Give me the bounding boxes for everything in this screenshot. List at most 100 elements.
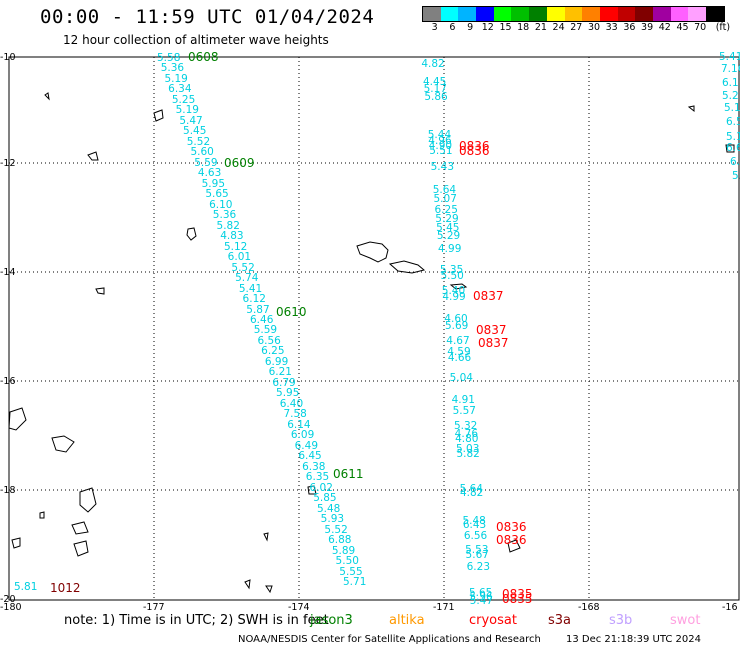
wave-height-value: 4.80: [455, 433, 479, 445]
wave-height-value: 5.89: [331, 544, 356, 557]
island-west-3: [79, 487, 97, 513]
wave-height-value: 7.58: [283, 408, 307, 421]
scale-label: 36: [623, 22, 636, 33]
wave-height-value: 5.29: [436, 230, 461, 242]
scale-swatch: [652, 7, 671, 21]
islet: [44, 92, 50, 101]
wave-height-value: 5.71: [343, 576, 367, 588]
scale-swatch: [706, 7, 724, 21]
lat-label: -20: [0, 594, 16, 605]
wave-height-value: 5.25: [171, 93, 196, 106]
wave-height-value: 4.96: [428, 135, 452, 147]
wave-height-value: 4.99: [442, 291, 466, 303]
island-west-2: [51, 435, 75, 453]
wave-height-value: 6.: [730, 156, 740, 168]
wave-height-value: 4.59: [447, 346, 471, 358]
wave-height-value: 5.65: [205, 188, 229, 201]
wave-height-value: 5.40: [441, 285, 466, 297]
wave-height-value: 5.86: [424, 91, 448, 103]
wave-height-value: 4.90: [428, 140, 453, 152]
scale-label: (ft): [715, 22, 731, 33]
scale-label: 24: [552, 22, 565, 33]
island-west-1: [8, 407, 27, 431]
wave-height-value: 5.67: [465, 549, 489, 561]
wave-height-value: 5.96: [469, 591, 493, 603]
wave-height-value: 5.52: [231, 261, 255, 274]
wave-height-value: 6.09: [290, 429, 315, 442]
pass-time-cryosat: 0836: [459, 139, 490, 153]
legend-cryosat: cryosat: [469, 613, 517, 628]
scale-swatch: [582, 7, 600, 21]
wave-height-value: 5.1: [724, 102, 740, 114]
wave-height-value: 5.82: [456, 448, 480, 460]
lon-label: -168: [578, 602, 600, 613]
wave-height-value: 5.52: [186, 135, 211, 148]
scale-swatch: [458, 7, 477, 21]
pass-time-jason3: 0609: [224, 156, 255, 170]
wave-height-value: 5.19: [175, 104, 199, 117]
footnote: note: 1) Time is in UTC; 2) SWH is in fe…: [64, 613, 329, 628]
wave-height-value: 5.19: [164, 72, 188, 85]
wave-height-value: 5.04: [449, 372, 473, 384]
scale-swatch: [493, 7, 512, 21]
scale-swatch: [529, 7, 547, 21]
islet: [265, 585, 273, 594]
wave-height-value: 5.95: [201, 177, 226, 190]
scale-label: 15: [499, 22, 512, 33]
lon-label: -171: [433, 602, 455, 613]
wave-height-value: 6.01: [227, 251, 252, 264]
wave-height-value: 6.49: [294, 439, 319, 452]
pass-time-cryosat: 0835: [502, 587, 533, 601]
wave-height-value: 5.50: [440, 270, 464, 282]
scale-label: 39: [641, 22, 654, 33]
wave-height-value: 5.60: [190, 146, 214, 159]
wave-height-value: 6.12: [242, 293, 266, 306]
wave-height-value: 5.41: [719, 51, 740, 63]
pass-time-other: 1012: [50, 581, 81, 595]
wave-height-value: 5.29: [435, 213, 459, 225]
wave-height-value: 6.43: [462, 519, 487, 531]
wave-height-value: 6.14: [287, 418, 311, 431]
wave-height-value: 4.63: [197, 167, 222, 180]
pass-time-jason3: 0610: [276, 305, 307, 319]
lat-label: -12: [0, 158, 16, 169]
wave-height-value: 5.52: [324, 523, 348, 536]
pass-time-cryosat: 0837: [476, 323, 507, 337]
wave-height-value: 5.47: [179, 114, 203, 127]
legend-altika: altika: [389, 613, 425, 628]
wave-height-value: 6.38: [302, 460, 326, 473]
island-b: [186, 227, 197, 241]
scale-swatch: [564, 7, 583, 21]
island-west-4: [71, 521, 89, 535]
island-c: [95, 287, 105, 295]
wave-height-value: 4.99: [438, 243, 462, 255]
wave-height-value: 5.17: [423, 83, 447, 95]
wave-height-value: 5.65: [468, 587, 493, 599]
islet: [687, 105, 695, 113]
wave-height-value: 6.21: [268, 366, 292, 379]
islet: [11, 537, 21, 549]
wave-height-value: 6.23: [466, 561, 491, 573]
wave-height-value: 5.2: [732, 170, 740, 182]
scale-label: 12: [481, 22, 494, 33]
scale-swatch: [440, 7, 459, 21]
scale-swatch: [688, 7, 706, 21]
lat-lon-grid: [9, 57, 739, 600]
wave-height-value: 5.53: [465, 544, 489, 556]
island-a: [153, 109, 164, 122]
island-tutuila: [449, 283, 468, 290]
wave-height-value: 5.41: [238, 282, 263, 295]
wave-height-value: 5.69: [444, 320, 469, 332]
scale-label: 42: [658, 22, 671, 33]
wave-height-value: 4.82: [459, 487, 484, 499]
wave-height-value: 6.35: [305, 471, 330, 484]
pass-time-jason3: 0611: [333, 467, 364, 481]
wave-height-value: 6.40: [279, 397, 304, 410]
scale-label: 33: [605, 22, 618, 33]
map-frame: [8, 56, 740, 601]
legend-s3a: s3a: [548, 613, 572, 628]
map-title: 00:00 - 11:59 UTC 01/04/2024: [40, 6, 375, 28]
wave-height-value: 5.36: [212, 209, 237, 222]
lon-label: -174: [288, 602, 310, 613]
wave-height-value: 5.36: [160, 62, 185, 75]
